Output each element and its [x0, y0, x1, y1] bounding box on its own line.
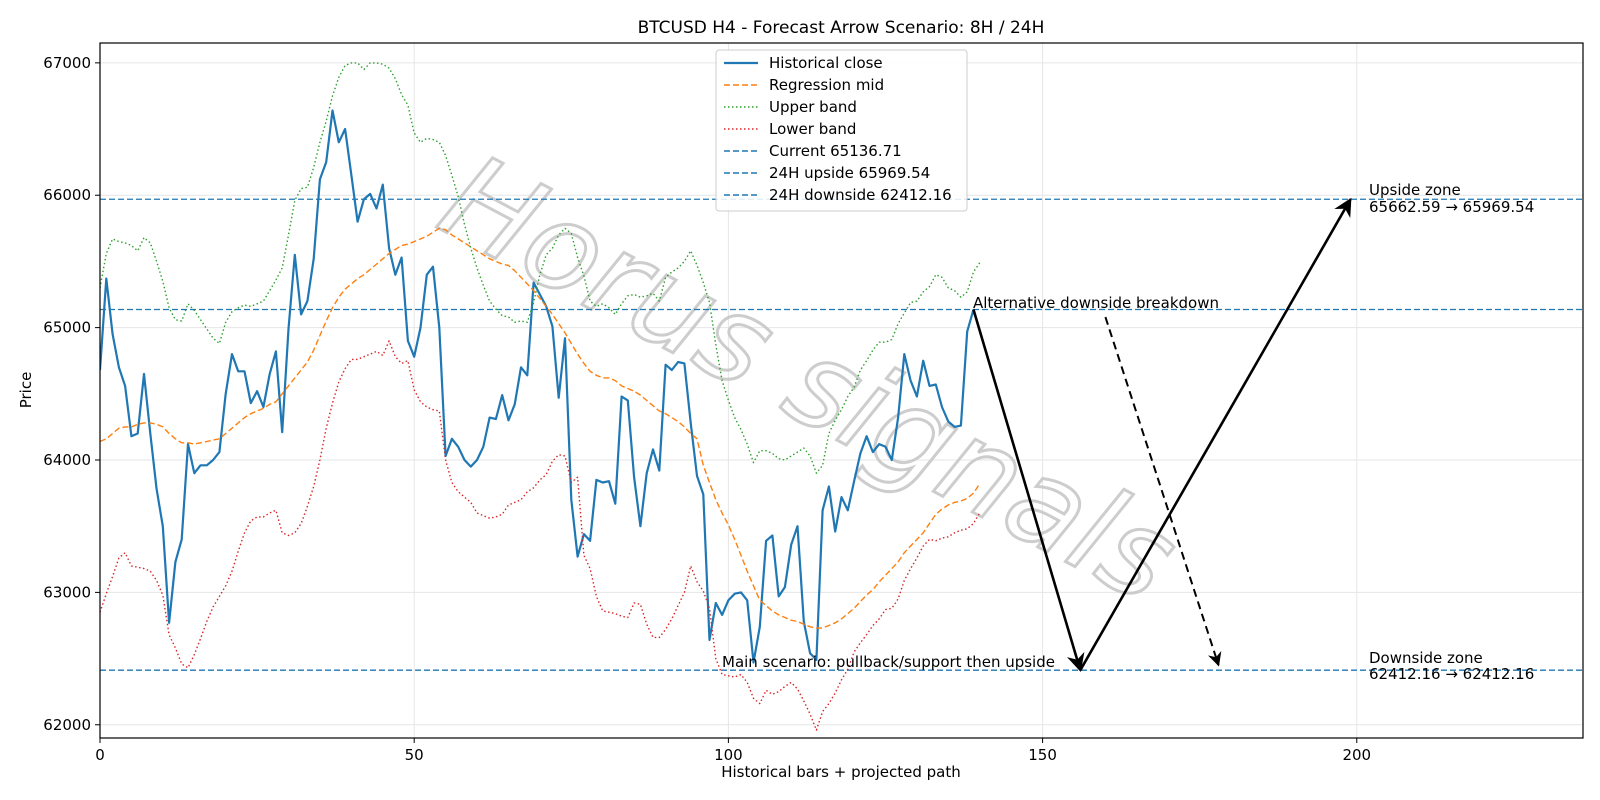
downside-zone-range: 62412.16 → 62412.16	[1369, 665, 1534, 683]
x-axis-label: Historical bars + projected path	[721, 763, 961, 781]
y-tick-label: 64000	[43, 451, 91, 469]
chart-title: BTCUSD H4 - Forecast Arrow Scenario: 8H …	[638, 18, 1045, 38]
alt-scenario-label: Alternative downside breakdown	[973, 294, 1219, 312]
series-line	[100, 62, 981, 474]
legend-label: Lower band	[769, 120, 856, 138]
plot-frame	[99, 42, 1584, 739]
y-tick-label: 67000	[43, 54, 91, 72]
x-tick-label: 200	[1342, 746, 1371, 764]
x-tick-label: 0	[95, 746, 105, 764]
axis-ticks: 0 50 100 150 200 62000 63000 64000 65000 66000 670…	[43, 54, 1371, 764]
series-line	[100, 227, 981, 629]
series	[100, 62, 981, 731]
legend-label: 24H upside 65969.54	[769, 164, 930, 182]
y-tick-label: 65000	[43, 319, 91, 337]
legend-label: 24H downside 62412.16	[769, 186, 952, 204]
y-tick-label: 62000	[43, 716, 91, 734]
legend-label: Historical close	[769, 54, 883, 72]
legend-label: Upper band	[769, 98, 857, 116]
y-tick-label: 66000	[43, 186, 91, 204]
arrow-alt-down	[1104, 316, 1222, 667]
arrows	[972, 197, 1352, 672]
arrow-main-down	[972, 309, 1085, 672]
x-tick-label: 50	[405, 746, 424, 764]
y-axis-label: Price	[17, 372, 35, 409]
x-tick-label: 150	[1028, 746, 1057, 764]
downside-zone-title: Downside zone	[1369, 649, 1483, 667]
upside-zone-range: 65662.59 → 65969.54	[1369, 198, 1534, 216]
main-scenario-label: Main scenario: pullback/support then ups…	[722, 653, 1055, 671]
y-tick-label: 63000	[43, 583, 91, 601]
arrow-main-up	[1079, 197, 1352, 671]
upside-zone-title: Upside zone	[1369, 181, 1461, 199]
x-tick-label: 100	[714, 746, 743, 764]
legend-label: Regression mid	[769, 76, 884, 94]
legend-box	[715, 49, 968, 212]
legend: Historical close Regression mid Upper band…	[715, 49, 968, 212]
legend-label: Current 65136.71	[769, 142, 902, 160]
